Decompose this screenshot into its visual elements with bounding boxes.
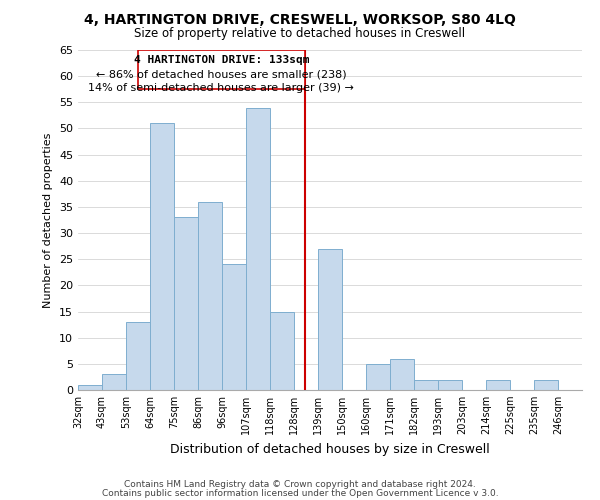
Bar	[78, 385, 102, 390]
Text: 4, HARTINGTON DRIVE, CRESWELL, WORKSOP, S80 4LQ: 4, HARTINGTON DRIVE, CRESWELL, WORKSOP, …	[84, 12, 516, 26]
Bar	[318, 249, 342, 390]
Bar	[246, 108, 270, 390]
Bar	[126, 322, 150, 390]
Bar	[438, 380, 462, 390]
Bar	[198, 202, 222, 390]
Bar	[366, 364, 390, 390]
Bar	[174, 218, 198, 390]
Bar	[270, 312, 294, 390]
Y-axis label: Number of detached properties: Number of detached properties	[43, 132, 53, 308]
X-axis label: Distribution of detached houses by size in Creswell: Distribution of detached houses by size …	[170, 442, 490, 456]
Bar	[486, 380, 510, 390]
Bar	[222, 264, 246, 390]
Text: Size of property relative to detached houses in Creswell: Size of property relative to detached ho…	[134, 28, 466, 40]
Text: 14% of semi-detached houses are larger (39) →: 14% of semi-detached houses are larger (…	[88, 83, 355, 93]
Text: ← 86% of detached houses are smaller (238): ← 86% of detached houses are smaller (23…	[96, 70, 347, 80]
Text: 4 HARTINGTON DRIVE: 133sqm: 4 HARTINGTON DRIVE: 133sqm	[134, 55, 309, 65]
Bar	[390, 358, 414, 390]
Bar	[150, 123, 174, 390]
Bar	[534, 380, 558, 390]
FancyBboxPatch shape	[138, 50, 305, 89]
Bar	[102, 374, 126, 390]
Text: Contains public sector information licensed under the Open Government Licence v : Contains public sector information licen…	[101, 488, 499, 498]
Text: Contains HM Land Registry data © Crown copyright and database right 2024.: Contains HM Land Registry data © Crown c…	[124, 480, 476, 489]
Bar	[414, 380, 438, 390]
